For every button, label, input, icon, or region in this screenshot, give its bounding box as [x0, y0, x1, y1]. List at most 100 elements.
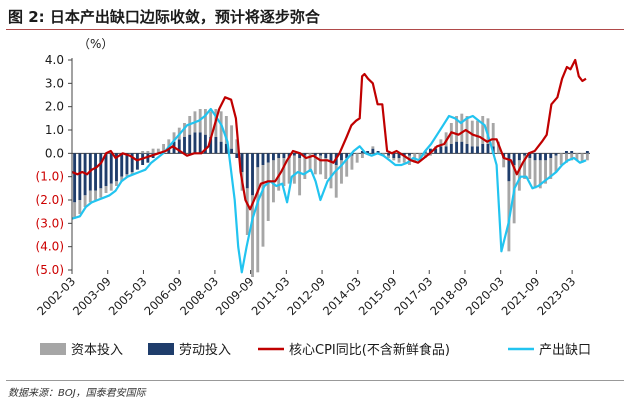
bar-labour [345, 153, 349, 158]
bar-labour [486, 144, 490, 154]
bar-capital [245, 188, 249, 235]
bar-capital [287, 158, 291, 184]
chart-canvas: 4.0 3.0 2.0 1.0 0.0 (1.0) (2.0) (3.0) (4.0) (5.0)… [34, 37, 591, 358]
bar-labour [313, 153, 317, 156]
bar-capital [439, 139, 443, 147]
bar-capital [230, 125, 234, 149]
bar-capital [392, 158, 396, 161]
bar-labour [366, 151, 370, 154]
bar-capital [460, 113, 464, 142]
bar-labour [549, 153, 553, 158]
bar-capital [334, 165, 338, 198]
bar-capital [73, 202, 77, 219]
x-tick-label: 2011-03 [249, 274, 293, 318]
legend-label: 资本投入 [71, 342, 123, 358]
x-axis: 2002-032003-092005-032006-092008-032009-… [34, 270, 578, 318]
bar-capital [104, 186, 108, 193]
bar-capital [151, 148, 155, 154]
bar-labour [481, 144, 485, 154]
x-tick-label: 2012-09 [284, 274, 328, 318]
legend-label: 核心CPI同比(不含新鲜食品) [289, 342, 450, 358]
bar-capital [303, 155, 307, 179]
y-tick-label: 2.0 [45, 100, 64, 114]
bar-capital [476, 120, 479, 147]
bar-capital [172, 132, 176, 142]
line-core-cpi [71, 58, 587, 211]
bar-capital [340, 160, 343, 184]
bar-capital [115, 181, 118, 186]
bar-capital [481, 116, 485, 144]
bar-capital [575, 153, 579, 161]
bar-capital [319, 155, 322, 175]
bar-labour [434, 148, 438, 154]
bar-capital [251, 195, 254, 277]
bar-labour [449, 144, 453, 154]
bar-capital [360, 153, 364, 158]
bar-capital [544, 160, 547, 184]
bar-labour [245, 153, 249, 189]
bar-labour [517, 153, 521, 161]
x-tick-label: 2021-09 [499, 274, 543, 318]
bar-capital [235, 139, 239, 154]
y-tick-label: 0.0 [45, 146, 64, 160]
bar-capital [298, 158, 302, 196]
bar-labour [198, 132, 202, 154]
bar-labour [360, 151, 364, 154]
bar-labour [340, 153, 343, 161]
bar-capital [559, 153, 563, 165]
chart-title: 图 2: 日本产出缺口边际收敛，预计将逐步弥合 [8, 8, 320, 26]
y-tick-label: (3.0) [36, 216, 64, 230]
bar-capital [502, 158, 506, 168]
bar-labour [460, 141, 464, 154]
bar-capital [324, 158, 328, 179]
bar-labour [444, 146, 448, 154]
title-divider [6, 29, 624, 30]
bar-labour [507, 153, 511, 182]
bar-capital [99, 188, 103, 198]
bar-labour [235, 153, 239, 158]
x-tick-label: 2002-03 [34, 274, 78, 318]
bar-labour [125, 153, 129, 175]
bar-labour [376, 151, 380, 154]
bar-labour [135, 153, 139, 170]
bar-labour [183, 137, 186, 154]
y-tick-label: 3.0 [45, 76, 64, 90]
bar-labour [387, 153, 390, 156]
bar-labour [230, 148, 234, 154]
bar-labour [570, 151, 574, 154]
y-tick-label: (4.0) [36, 240, 64, 254]
bar-labour [402, 153, 406, 156]
bar-labour [292, 153, 296, 156]
bar-labour [99, 153, 103, 189]
bar-labour [465, 144, 469, 154]
bar-labour [428, 148, 432, 154]
bar-capital [261, 165, 265, 247]
bar-capital [496, 141, 500, 154]
bar-capital [313, 155, 317, 175]
bar-capital [517, 160, 521, 191]
x-tick-label: 2020-03 [463, 274, 507, 318]
bar-labour [544, 153, 547, 161]
bar-capital [528, 158, 532, 179]
x-tick-label: 2014-03 [320, 274, 364, 318]
bar-labour [538, 153, 542, 161]
bar-capital [109, 183, 113, 191]
bar-labour [470, 146, 474, 154]
bar-labour [251, 153, 254, 196]
bar-capital [397, 158, 401, 163]
bar-labour [209, 137, 213, 154]
y-tick-label: (2.0) [36, 193, 64, 207]
bar-capital [282, 158, 286, 186]
y-axis: 4.0 3.0 2.0 1.0 0.0 (1.0) (2.0) (3.0) (4.0) (5.0) [36, 53, 73, 277]
bar-labour [256, 153, 260, 168]
bar-capital [387, 155, 390, 158]
bar-capital [486, 118, 490, 144]
bar-labour [115, 153, 118, 182]
bar-labour [214, 137, 218, 154]
bar-labour [408, 153, 411, 156]
bar-capital [308, 153, 312, 172]
y-tick-label: 1.0 [45, 123, 64, 137]
bar-capital [428, 153, 432, 156]
bar-labour [266, 153, 270, 163]
y-tick-label: (1.0) [36, 170, 64, 184]
